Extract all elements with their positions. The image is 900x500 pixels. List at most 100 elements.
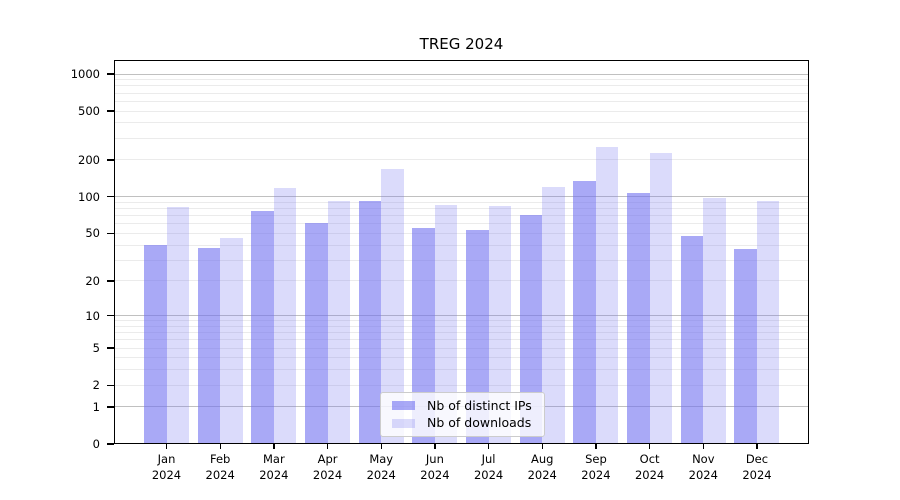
bar-distinct-ips <box>358 200 382 444</box>
y-tick-mark <box>107 347 114 349</box>
gridline-minor <box>115 201 808 203</box>
gridline-major <box>115 315 808 317</box>
gridline-minor <box>115 85 808 87</box>
y-tick-label: 200 <box>78 152 100 167</box>
y-tick-label: 1000 <box>70 67 100 81</box>
bar-downloads <box>703 198 726 444</box>
legend-swatch-downloads <box>392 418 415 429</box>
bar-distinct-ips <box>519 214 543 444</box>
bar-distinct-ips <box>573 180 596 444</box>
y-tick-mark <box>107 110 114 112</box>
y-tick-mark <box>107 159 114 161</box>
y-tick-label: 500 <box>78 104 100 119</box>
bar-downloads <box>488 206 512 444</box>
x-tick-mark <box>380 444 382 449</box>
y-tick-label: 0 <box>92 437 100 451</box>
x-tick-label: Mar 2024 <box>259 452 289 482</box>
x-tick-mark <box>165 444 168 449</box>
legend: Nb of distinct IPs Nb of downloads <box>380 392 545 437</box>
bar-distinct-ips <box>412 228 435 444</box>
x-tick-label: Oct 2024 <box>634 452 665 482</box>
gridline-minor <box>115 332 808 334</box>
y-tick-label: 1 <box>92 399 100 414</box>
y-tick-label: 10 <box>85 308 100 323</box>
bar-distinct-ips <box>251 210 274 444</box>
bar-distinct-ips <box>305 222 328 444</box>
x-tick-label: Feb 2024 <box>205 452 235 482</box>
bar-downloads <box>381 168 404 444</box>
legend-swatch-distinct-ips <box>392 400 415 411</box>
legend-label-downloads: Nb of downloads <box>427 415 532 431</box>
gridline-minor <box>115 384 808 386</box>
y-tick-mark <box>107 232 114 235</box>
gridline-minor <box>115 357 808 359</box>
y-tick-mark <box>107 384 114 386</box>
y-tick-mark <box>107 73 114 75</box>
x-tick-mark <box>326 444 329 449</box>
bar-downloads <box>595 146 619 444</box>
gridline-minor <box>115 159 808 161</box>
gridline-minor <box>115 208 808 210</box>
gridline-minor <box>115 137 808 139</box>
x-tick-mark <box>648 444 651 449</box>
bar-downloads <box>327 201 351 444</box>
gridline-minor <box>115 122 808 124</box>
y-tick-label: 100 <box>78 189 100 204</box>
x-tick-mark <box>756 444 758 449</box>
y-tick-mark <box>107 280 114 282</box>
plot-area-frame <box>114 60 809 444</box>
x-tick-mark <box>702 444 704 449</box>
bar-downloads <box>542 186 565 444</box>
gridline-minor <box>115 79 808 81</box>
legend-label-distinct-ips: Nb of distinct IPs <box>427 397 532 413</box>
gridline-minor <box>115 232 808 234</box>
bar-distinct-ips <box>144 245 167 444</box>
y-tick-mark <box>107 406 114 408</box>
x-tick-mark <box>541 444 543 449</box>
legend-entry-distinct-ips: Nb of distinct IPs <box>387 397 538 413</box>
bar-distinct-ips <box>734 249 757 444</box>
x-tick-mark <box>273 444 275 449</box>
chart-title: TREG 2024 <box>419 35 504 53</box>
x-tick-mark <box>219 444 221 449</box>
x-tick-label: Jun 2024 <box>420 452 450 482</box>
gridline-minor <box>115 369 808 371</box>
y-tick-mark <box>107 196 114 198</box>
x-tick-label: Apr 2024 <box>312 452 343 482</box>
y-tick-label: 20 <box>85 273 100 288</box>
y-tick-label: 50 <box>85 226 100 241</box>
x-tick-mark <box>595 444 597 449</box>
x-tick-label: Jul 2024 <box>473 452 504 482</box>
x-tick-label: Sep 2024 <box>581 452 611 482</box>
x-tick-label: Dec 2024 <box>742 452 772 482</box>
gridline-major <box>115 73 808 75</box>
y-tick-label: 5 <box>92 341 100 356</box>
x-tick-label: Nov 2024 <box>688 452 718 482</box>
gridline-minor <box>115 325 808 327</box>
bar-distinct-ips <box>680 235 704 444</box>
x-tick-label: May 2024 <box>366 452 396 482</box>
gridline-minor <box>115 223 808 225</box>
y-tick-mark <box>107 314 114 317</box>
gridline-major <box>115 196 808 198</box>
gridline-minor <box>115 259 808 261</box>
bar-downloads <box>220 237 243 444</box>
y-tick-mark <box>107 443 114 445</box>
bar-downloads <box>649 152 673 444</box>
gridline-minor <box>115 100 808 102</box>
bar-downloads <box>756 200 780 444</box>
bar-distinct-ips <box>466 230 489 444</box>
legend-entry-downloads: Nb of downloads <box>387 416 538 430</box>
gridline-minor <box>115 320 808 322</box>
gridline-minor <box>115 339 808 341</box>
gridline-minor <box>115 244 808 246</box>
bar-downloads <box>166 207 189 444</box>
x-tick-mark <box>487 444 490 449</box>
bar-downloads <box>273 188 297 444</box>
x-tick-mark <box>434 444 436 449</box>
bar-distinct-ips <box>197 247 221 444</box>
gridline-minor <box>115 92 808 94</box>
gridline-minor <box>115 110 808 112</box>
gridline-minor <box>115 347 808 349</box>
